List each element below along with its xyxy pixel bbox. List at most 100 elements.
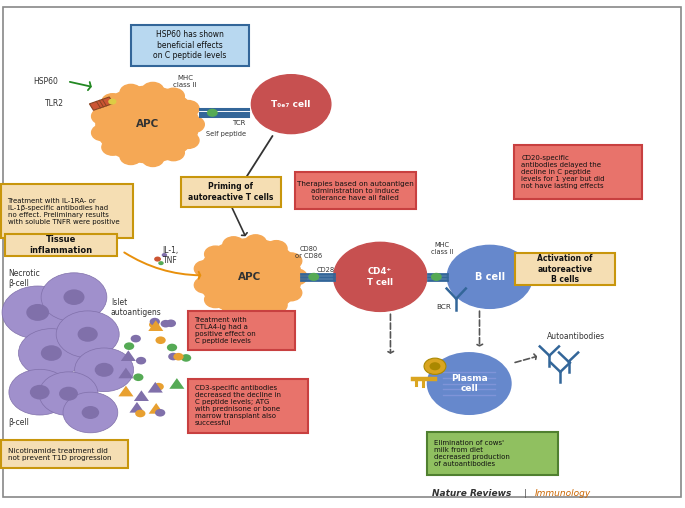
Circle shape [458, 253, 511, 293]
Circle shape [82, 406, 99, 419]
Circle shape [183, 116, 204, 133]
Text: Therapies based on autoantigen
administration to induce
tolerance have all faile: Therapies based on autoantigen administr… [297, 181, 414, 201]
Circle shape [169, 353, 179, 360]
Circle shape [135, 409, 145, 417]
Text: β-cell: β-cell [8, 418, 29, 427]
Circle shape [92, 108, 113, 124]
Circle shape [9, 369, 71, 415]
FancyBboxPatch shape [1, 184, 133, 238]
Polygon shape [169, 378, 184, 389]
Circle shape [102, 139, 123, 155]
Circle shape [41, 273, 107, 322]
Text: Activation of
autoreactive
B cells: Activation of autoreactive B cells [537, 255, 593, 284]
Circle shape [205, 292, 226, 308]
Text: IL-1,
TNF: IL-1, TNF [162, 246, 178, 265]
Circle shape [266, 241, 287, 257]
Circle shape [39, 372, 98, 416]
Circle shape [136, 357, 146, 364]
FancyBboxPatch shape [3, 7, 681, 497]
Circle shape [64, 290, 84, 305]
Text: Treatment with IL-1RA- or
IL-1β-specific antibodies had
no effect. Preliminary r: Treatment with IL-1RA- or IL-1β-specific… [8, 198, 119, 225]
Polygon shape [90, 97, 113, 110]
Circle shape [163, 88, 184, 104]
Text: APC: APC [136, 119, 159, 130]
FancyBboxPatch shape [5, 234, 117, 256]
FancyBboxPatch shape [181, 177, 281, 207]
Circle shape [2, 286, 73, 339]
FancyBboxPatch shape [295, 172, 416, 209]
Polygon shape [121, 351, 136, 361]
Text: Islet
autoantigens: Islet autoantigens [111, 298, 162, 317]
Circle shape [155, 336, 166, 344]
Text: CD20-specific
antibodies delayed the
decline in C peptide
levels for 1 year but : CD20-specific antibodies delayed the dec… [521, 155, 605, 189]
Text: TCR: TCR [232, 120, 245, 126]
Text: Tissue
inflammation: Tissue inflammation [29, 235, 93, 255]
Circle shape [167, 344, 177, 352]
Circle shape [41, 345, 62, 361]
FancyBboxPatch shape [427, 432, 558, 475]
Circle shape [196, 334, 206, 342]
Circle shape [251, 75, 331, 134]
FancyBboxPatch shape [131, 25, 249, 66]
Text: T₀ₑ₇ cell: T₀ₑ₇ cell [271, 100, 311, 109]
Text: MHC
class II: MHC class II [173, 75, 197, 88]
Circle shape [207, 109, 218, 117]
Circle shape [92, 124, 113, 141]
Polygon shape [148, 321, 163, 331]
Text: Treatment with
CTLA4-Ig had a
positive effect on
C peptide levels: Treatment with CTLA4-Ig had a positive e… [195, 316, 256, 344]
Circle shape [163, 145, 184, 161]
Circle shape [142, 82, 164, 99]
Circle shape [192, 402, 203, 409]
Circle shape [108, 99, 116, 105]
Circle shape [96, 86, 199, 163]
Circle shape [429, 362, 440, 370]
Circle shape [245, 235, 266, 251]
Circle shape [26, 304, 49, 321]
Text: Priming of
autoreactive T cells: Priming of autoreactive T cells [188, 182, 273, 202]
Circle shape [149, 318, 160, 326]
Polygon shape [148, 382, 163, 393]
Text: CD28: CD28 [316, 267, 334, 273]
Text: B cell: B cell [475, 272, 505, 282]
Circle shape [153, 383, 164, 391]
Circle shape [195, 261, 216, 277]
Text: |: | [524, 489, 527, 498]
Circle shape [447, 245, 532, 308]
Text: TLR2: TLR2 [45, 99, 64, 108]
Circle shape [162, 253, 167, 257]
Circle shape [18, 329, 84, 377]
FancyBboxPatch shape [1, 440, 128, 468]
FancyBboxPatch shape [514, 145, 642, 199]
Circle shape [266, 297, 287, 313]
FancyBboxPatch shape [188, 379, 308, 433]
Circle shape [199, 239, 301, 315]
Circle shape [262, 82, 311, 119]
Circle shape [30, 385, 49, 399]
Text: HSP60: HSP60 [33, 77, 58, 86]
Circle shape [431, 273, 442, 281]
Circle shape [223, 237, 245, 253]
Circle shape [166, 320, 176, 327]
Circle shape [173, 353, 184, 361]
Text: Self peptide: Self peptide [206, 131, 246, 137]
FancyBboxPatch shape [188, 311, 295, 350]
Circle shape [196, 337, 206, 345]
Text: APC: APC [238, 272, 262, 282]
Circle shape [280, 253, 302, 269]
Circle shape [223, 301, 245, 317]
Circle shape [158, 261, 164, 265]
Circle shape [124, 342, 134, 350]
Circle shape [427, 352, 512, 415]
FancyBboxPatch shape [515, 253, 615, 285]
Circle shape [286, 269, 307, 285]
Circle shape [95, 363, 114, 377]
Text: Nature Reviews: Nature Reviews [432, 489, 511, 498]
Text: Immunology: Immunology [534, 489, 590, 498]
Circle shape [334, 242, 427, 311]
Circle shape [245, 303, 266, 319]
Text: MHC
class II: MHC class II [431, 242, 453, 256]
Polygon shape [149, 403, 164, 414]
Text: BCR: BCR [436, 304, 451, 310]
Circle shape [308, 273, 319, 281]
Circle shape [155, 409, 165, 417]
